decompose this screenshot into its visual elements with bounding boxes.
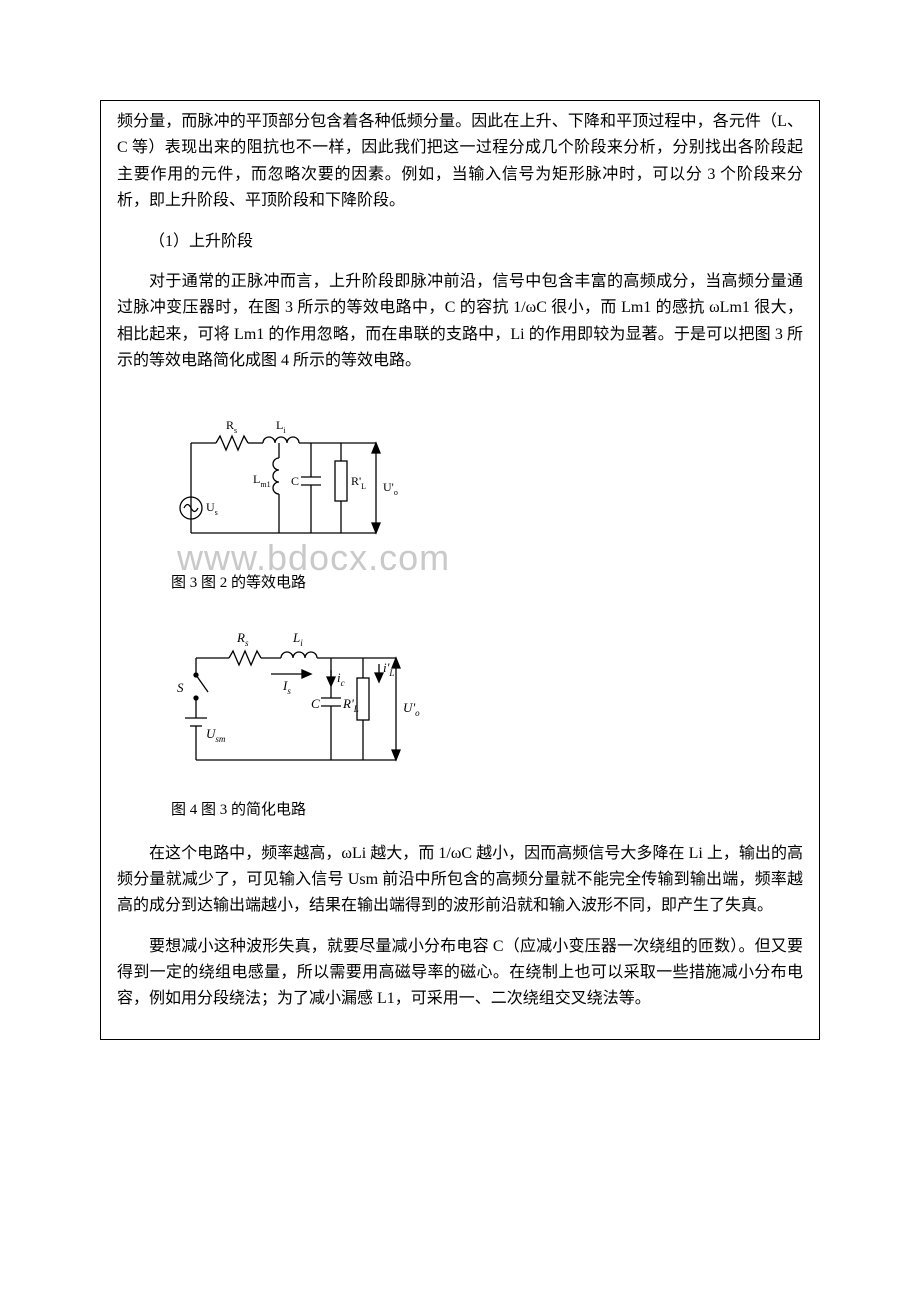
paragraph-rise-analysis: 对于通常的正脉冲而言，上升阶段即脉冲前沿，信号中包含丰富的高频成分，当高频分量通… <box>117 269 803 375</box>
svg-text:Rs: Rs <box>236 630 249 648</box>
svg-text:C: C <box>291 474 299 488</box>
circuit-diagram-fig4: Rs Li Is ic i'L S Usm C R'L U'o <box>171 620 431 780</box>
section-heading-rise: （1）上升阶段 <box>117 229 803 255</box>
svg-text:i'L: i'L <box>383 660 394 678</box>
figure-3: Rs Li Us Lm1 C R'L U'o <box>171 403 803 553</box>
svg-text:S: S <box>177 680 184 695</box>
document-frame: 频分量，而脉冲的平顶部分包含着各种低频分量。因此在上升、下降和平顶过程中，各元件… <box>100 100 820 1040</box>
paragraph-intro: 频分量，而脉冲的平顶部分包含着各种低频分量。因此在上升、下降和平顶过程中，各元件… <box>117 109 803 215</box>
svg-text:Li: Li <box>276 418 286 435</box>
svg-text:Rs: Rs <box>226 418 237 435</box>
caption-fig3: 图 3 图 2 的等效电路 <box>171 571 803 592</box>
svg-text:ic: ic <box>337 670 345 688</box>
svg-text:Is: Is <box>282 678 291 696</box>
circuit-diagram-fig3: Rs Li Us Lm1 C R'L U'o <box>171 403 401 553</box>
svg-text:Us: Us <box>206 500 218 517</box>
svg-text:C: C <box>311 696 320 711</box>
caption-fig4: 图 4 图 3 的简化电路 <box>171 798 803 819</box>
svg-text:U'o: U'o <box>383 480 398 497</box>
svg-text:Li: Li <box>292 630 303 648</box>
svg-text:R'L: R'L <box>342 696 359 714</box>
svg-text:Usm: Usm <box>206 726 226 744</box>
svg-text:U'o: U'o <box>403 700 420 718</box>
paragraph-frequency-analysis: 在这个电路中，频率越高，ωLi 越大，而 1/ωC 越小，因而高频信号大多降在 … <box>117 841 803 920</box>
svg-text:R'L: R'L <box>351 474 366 491</box>
svg-text:Lm1: Lm1 <box>253 472 271 489</box>
figure-4: Rs Li Is ic i'L S Usm C R'L U'o <box>171 620 803 780</box>
paragraph-distortion-reduction: 要想减小这种波形失真，就要尽量减小分布电容 C（应减小变压器一次绕组的匝数）。但… <box>117 934 803 1013</box>
